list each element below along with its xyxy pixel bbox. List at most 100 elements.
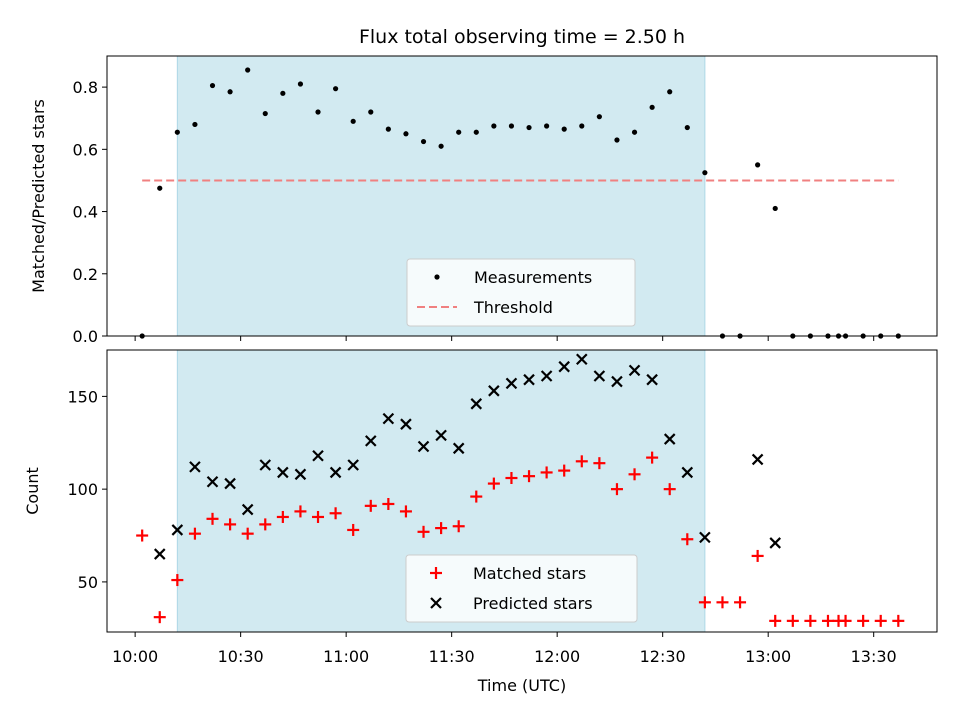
measurement-point — [403, 131, 409, 137]
matched-stars-point — [821, 614, 834, 627]
measurement-point — [684, 124, 690, 131]
matched-stars-point — [523, 470, 536, 483]
y-tick-label: 0.2 — [73, 265, 98, 284]
matched-stars-point — [206, 512, 219, 525]
matched-stars-point — [663, 483, 676, 496]
x-tick-label: 10:30 — [218, 647, 264, 666]
y-tick-label: 100 — [67, 480, 98, 499]
matched-stars-point — [364, 499, 377, 512]
y-tick-label: 0.4 — [73, 203, 98, 222]
measurement-point — [333, 86, 339, 92]
predicted-stars-point — [663, 433, 676, 445]
matched-stars-point — [751, 549, 764, 562]
measurement-point — [631, 129, 638, 135]
predicted-stars-point — [699, 531, 711, 544]
x-tick-label: 11:30 — [429, 647, 475, 666]
predicted-stars-point — [153, 548, 166, 560]
measurement-point — [350, 118, 356, 124]
measurement-point — [544, 123, 550, 129]
measurement-point — [280, 90, 286, 96]
matched-stars-point — [804, 614, 817, 627]
matched-stars-point — [452, 520, 465, 533]
matched-stars-point — [382, 497, 395, 510]
predicted-stars-point — [593, 370, 606, 382]
predicted-stars-point — [628, 364, 641, 377]
predicted-stars-point — [540, 370, 553, 382]
measurement-point — [508, 123, 515, 129]
predicted-stars-point — [751, 453, 764, 466]
predicted-stars-point — [364, 435, 377, 447]
measurement-point — [368, 109, 374, 115]
matched-stars-point — [716, 596, 729, 609]
measurement-point — [526, 124, 532, 131]
matched-stars-point — [470, 490, 483, 503]
measurement-point — [315, 109, 321, 115]
legend-label-matched: Matched stars — [473, 564, 586, 583]
measurement-point — [192, 121, 198, 128]
predicted-stars-point — [505, 377, 518, 390]
count-panel: 50 100 150 10:00 10:30 11:00 11:30 12:00 12:30 13… — [23, 349, 938, 695]
measurement-point — [649, 104, 655, 110]
matched-stars-point — [857, 614, 870, 627]
predicted-stars-point — [417, 440, 430, 453]
predicted-stars-point — [224, 477, 236, 490]
ratio-legend-box — [406, 258, 636, 327]
predicted-stars-point — [558, 360, 570, 373]
predicted-stars-point — [241, 503, 254, 516]
ratio-panel: 0.00.20.40.60.8 Matched/Predicted stars … — [29, 55, 938, 346]
predicted-stars-point — [470, 398, 483, 410]
matched-stars-point — [136, 529, 149, 542]
matched-stars-point — [786, 614, 799, 627]
x-tick-label: 11:00 — [323, 647, 369, 666]
measurement-point — [456, 129, 462, 135]
predicted-stars-point — [259, 459, 272, 471]
ratio-panel-frame — [106, 55, 938, 337]
matched-stars-point — [417, 525, 430, 538]
count-legend: Matched stars Predicted stars — [405, 554, 638, 623]
matched-stars-point — [646, 451, 659, 464]
matched-stars-point — [734, 596, 747, 609]
measurement-point — [420, 138, 427, 145]
ratio-legend: Measurements Threshold — [406, 258, 636, 327]
x-tick-label: 12:30 — [640, 647, 686, 666]
predicted-stars-point — [189, 461, 201, 473]
predicted-stars-point — [329, 466, 342, 479]
ratio-ylabel: Matched/Predicted stars — [29, 99, 48, 293]
x-tick-label: 13:30 — [851, 647, 897, 666]
matched-stars-point — [505, 472, 518, 485]
predicted-stars-point — [488, 385, 500, 397]
count-ylabel: Count — [23, 467, 42, 515]
matched-stars-point — [294, 505, 307, 518]
legend-label-threshold: Threshold — [473, 298, 553, 317]
predicted-stars-point — [452, 442, 465, 455]
measurement-point — [174, 129, 180, 135]
predicted-stars-point — [206, 475, 219, 488]
matched-stars-point — [399, 505, 412, 518]
y-tick-label: 150 — [67, 387, 98, 406]
matched-stars-point — [312, 510, 325, 523]
count-panel-frame — [106, 349, 938, 633]
matched-stars-point — [188, 527, 201, 540]
matched-stars-point — [224, 518, 237, 531]
predicted-stars-point — [523, 373, 535, 386]
matched-stars-point — [276, 510, 289, 523]
measurement-point — [755, 162, 761, 168]
predicted-stars-point — [382, 412, 395, 425]
y-tick-label: 50 — [78, 573, 98, 592]
x-tick-label: 12:00 — [534, 647, 580, 666]
count-legend-box — [405, 554, 638, 623]
matched-stars-point — [628, 468, 641, 481]
measurement-point — [491, 123, 497, 129]
matched-stars-point — [540, 466, 553, 479]
x-axis-label: Time (UTC) — [477, 676, 566, 695]
predicted-stars-point — [769, 537, 781, 549]
predicted-stars-point — [277, 466, 289, 479]
predicted-stars-point — [646, 373, 658, 386]
measurement-point — [438, 143, 444, 149]
matched-stars-point — [171, 574, 184, 587]
predicted-stars-point — [681, 466, 694, 479]
predicted-stars-point — [294, 468, 307, 481]
x-tick-label: 13:00 — [745, 647, 791, 666]
matched-stars-point — [769, 614, 782, 627]
